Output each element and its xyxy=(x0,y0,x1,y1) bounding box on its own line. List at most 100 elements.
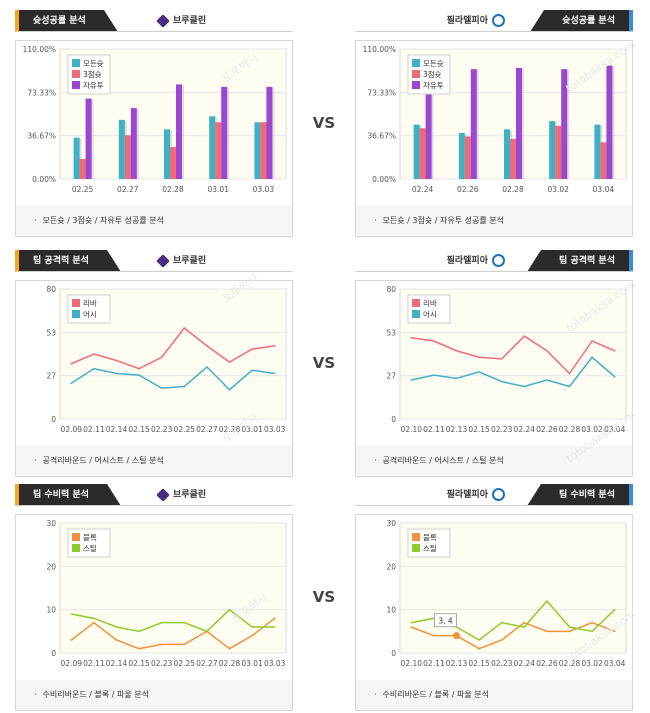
bar xyxy=(458,132,465,179)
x-tick-label: 02.14 xyxy=(106,659,128,668)
data-point xyxy=(546,630,548,633)
y-tick-label: 27 xyxy=(386,372,396,381)
team-name: 필라델피아 xyxy=(447,10,509,32)
footer-text: 수비리바운드 / 블록 / 파울 분석 xyxy=(42,690,149,699)
x-tick-label: 02.15 xyxy=(128,659,150,668)
team-name: 브루클린 xyxy=(153,250,206,272)
chart-area: 0 10 20 30 02.09 02.11 02.14 02.15 02.23 02.25 02.… xyxy=(15,514,293,682)
legend-swatch xyxy=(72,59,80,67)
data-point xyxy=(206,630,208,633)
bar xyxy=(600,142,607,179)
data-point xyxy=(160,643,163,646)
y-tick-label: 10 xyxy=(46,606,56,615)
x-tick-label: 02.24 xyxy=(514,659,536,668)
data-point xyxy=(500,621,503,624)
bar xyxy=(555,125,562,179)
x-tick-label: 02.28 xyxy=(219,425,241,434)
team-name: 필라델피아 xyxy=(447,484,509,506)
panel-tab-title: 슛성공률 분석 xyxy=(530,10,633,32)
data-point xyxy=(613,349,616,352)
bar xyxy=(425,93,432,179)
legend-label: 어시 xyxy=(423,309,437,319)
x-tick-label: 02.23 xyxy=(151,425,173,434)
analysis-panel-left: 슛성공률 분석 브루클린 0.00% 36.67% 73.33% 110.00% 02.25… xyxy=(15,10,293,238)
y-tick-label: 0.00% xyxy=(372,175,396,184)
x-tick-label: 02.25 xyxy=(72,185,94,194)
tooltip-text: 3, 4 xyxy=(438,617,453,626)
x-tick-label: 02.11 xyxy=(83,425,105,434)
x-tick-label: 02.15 xyxy=(468,425,490,434)
y-tick-label: 80 xyxy=(386,285,396,294)
series-line xyxy=(71,608,275,633)
bar xyxy=(504,129,510,179)
76ers-logo-icon xyxy=(492,488,505,501)
data-point xyxy=(273,345,276,347)
chart-svg: 0.00% 36.67% 73.33% 110.00% 02.25 02.27 02.28 0… xyxy=(23,45,287,194)
team-label: 필라델피아 xyxy=(446,256,488,266)
bar xyxy=(73,137,80,179)
data-point xyxy=(115,639,118,641)
data-point xyxy=(568,630,571,633)
data-point xyxy=(410,336,413,339)
legend-label: 블록 xyxy=(423,533,437,542)
panel-footer: · 공격리바운드 / 어시스트 / 스틸 분석 xyxy=(15,446,293,477)
x-tick-label: 03.04 xyxy=(604,425,626,434)
data-point xyxy=(523,621,526,624)
bar xyxy=(164,129,170,179)
x-tick-label: 02.25 xyxy=(174,659,196,668)
tooltip-box xyxy=(434,613,457,628)
bullet: · xyxy=(34,216,37,225)
data-point xyxy=(183,327,186,329)
data-point xyxy=(500,380,503,383)
vs-label: VS xyxy=(312,354,336,372)
x-tick-label: 02.28 xyxy=(502,185,524,194)
x-tick-label: 03.04 xyxy=(604,659,626,668)
data-point xyxy=(138,367,140,370)
panel-footer: · 공격리바운드 / 어시스트 / 스틸 분석 xyxy=(355,446,633,477)
x-tick-label: 02.27 xyxy=(117,185,139,194)
data-point xyxy=(591,340,593,342)
legend-swatch xyxy=(412,544,420,552)
legend-label: 어시 xyxy=(83,309,97,319)
x-tick-label: 02.27 xyxy=(196,659,218,668)
bar xyxy=(516,67,522,179)
hover-point xyxy=(453,632,460,640)
nets-logo-icon xyxy=(156,253,170,268)
data-point xyxy=(138,630,140,633)
x-tick-label: 02.25 xyxy=(174,425,196,434)
legend-label: 리바 xyxy=(423,298,437,308)
bar xyxy=(510,138,516,179)
data-point xyxy=(546,600,548,602)
y-tick-label: 110.00% xyxy=(23,45,56,54)
footer-text: 공격리바운드 / 어시스트 / 스틸 분석 xyxy=(42,456,164,465)
data-point xyxy=(591,630,593,633)
y-tick-label: 36.67% xyxy=(27,132,56,141)
y-tick-label: 110.00% xyxy=(363,45,396,54)
x-tick-label: 02.26 xyxy=(536,659,558,668)
x-tick-label: 03.01 xyxy=(241,659,263,668)
data-point xyxy=(613,608,616,611)
panel-header: 팀 공격력 분석 필라델피아 xyxy=(355,250,633,272)
x-tick-label: 02.27 xyxy=(196,425,218,434)
data-point xyxy=(273,617,276,620)
bar xyxy=(79,158,86,179)
y-tick-label: 0 xyxy=(391,415,396,424)
vs-label: VS xyxy=(312,114,336,132)
data-point xyxy=(478,639,480,641)
data-point xyxy=(433,340,435,342)
data-point xyxy=(228,361,231,363)
y-tick-label: 27 xyxy=(46,372,56,381)
bullet: · xyxy=(34,456,37,465)
legend-swatch xyxy=(72,70,80,78)
team-label: 필라델피아 xyxy=(446,16,488,26)
bar xyxy=(118,119,125,179)
series-line xyxy=(70,617,276,650)
legend-swatch xyxy=(412,81,420,89)
bar xyxy=(470,69,477,179)
y-tick-label: 20 xyxy=(46,562,56,571)
x-tick-label: 03.03 xyxy=(253,185,275,194)
team-label: 필라델피아 xyxy=(446,490,488,500)
data-point xyxy=(183,621,186,624)
x-tick-label: 02.23 xyxy=(491,425,513,434)
data-point xyxy=(70,362,73,365)
